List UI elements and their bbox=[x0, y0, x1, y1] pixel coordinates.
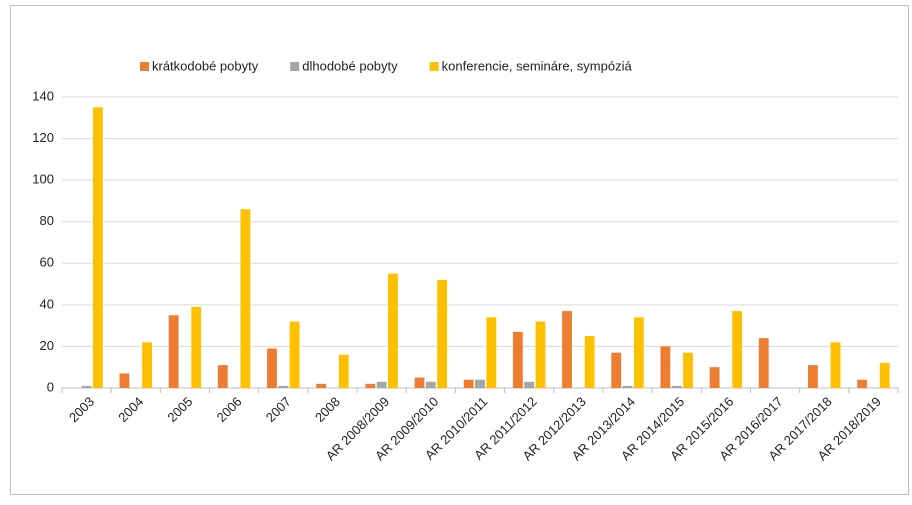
y-tick-label: 80 bbox=[40, 213, 54, 228]
bar bbox=[267, 348, 277, 388]
bar bbox=[278, 385, 289, 388]
bar bbox=[414, 377, 425, 388]
bar bbox=[463, 379, 474, 388]
bar bbox=[365, 383, 376, 388]
bar bbox=[709, 367, 720, 388]
bar bbox=[217, 365, 228, 388]
bar bbox=[475, 379, 485, 388]
bar bbox=[535, 321, 546, 388]
bar bbox=[81, 385, 92, 388]
bar bbox=[486, 317, 497, 388]
bar bbox=[512, 331, 523, 388]
y-tick-label: 0 bbox=[47, 379, 54, 394]
y-tick-label: 100 bbox=[32, 172, 54, 187]
bar bbox=[671, 385, 682, 388]
bar bbox=[289, 321, 300, 388]
bar bbox=[425, 381, 436, 388]
bar bbox=[584, 336, 595, 388]
bar bbox=[660, 346, 671, 388]
bar bbox=[119, 373, 130, 388]
legend-label: konferencie, semináre, sympóziá bbox=[442, 58, 633, 73]
legend-label: dlhodobé pobyty bbox=[302, 58, 398, 73]
y-tick-label: 60 bbox=[40, 255, 54, 270]
bar bbox=[240, 209, 251, 388]
bar bbox=[879, 363, 890, 388]
bar bbox=[168, 315, 179, 388]
legend-swatch bbox=[290, 62, 300, 71]
legend-label: krátkodobé pobyty bbox=[152, 58, 259, 73]
bar bbox=[191, 306, 202, 388]
bar bbox=[683, 352, 693, 388]
bar bbox=[808, 365, 818, 388]
bar bbox=[732, 311, 743, 388]
bar bbox=[338, 354, 349, 388]
bar bbox=[92, 107, 103, 389]
y-tick-label: 40 bbox=[40, 296, 54, 311]
legend-swatch bbox=[140, 62, 149, 71]
bar bbox=[437, 279, 448, 388]
bar bbox=[758, 338, 769, 388]
bar bbox=[142, 342, 152, 388]
bar bbox=[622, 385, 633, 388]
bar bbox=[388, 273, 398, 388]
bar bbox=[611, 352, 622, 388]
bar bbox=[857, 379, 868, 388]
bar bbox=[562, 311, 572, 388]
chart-border bbox=[10, 5, 909, 495]
y-tick-label: 140 bbox=[32, 88, 54, 103]
bar bbox=[316, 383, 327, 388]
bar bbox=[830, 342, 841, 388]
y-tick-label: 120 bbox=[32, 130, 54, 145]
legend-swatch bbox=[429, 62, 439, 71]
bar bbox=[376, 381, 387, 388]
bar bbox=[633, 317, 644, 388]
bar bbox=[524, 381, 535, 388]
y-tick-label: 20 bbox=[40, 338, 54, 353]
